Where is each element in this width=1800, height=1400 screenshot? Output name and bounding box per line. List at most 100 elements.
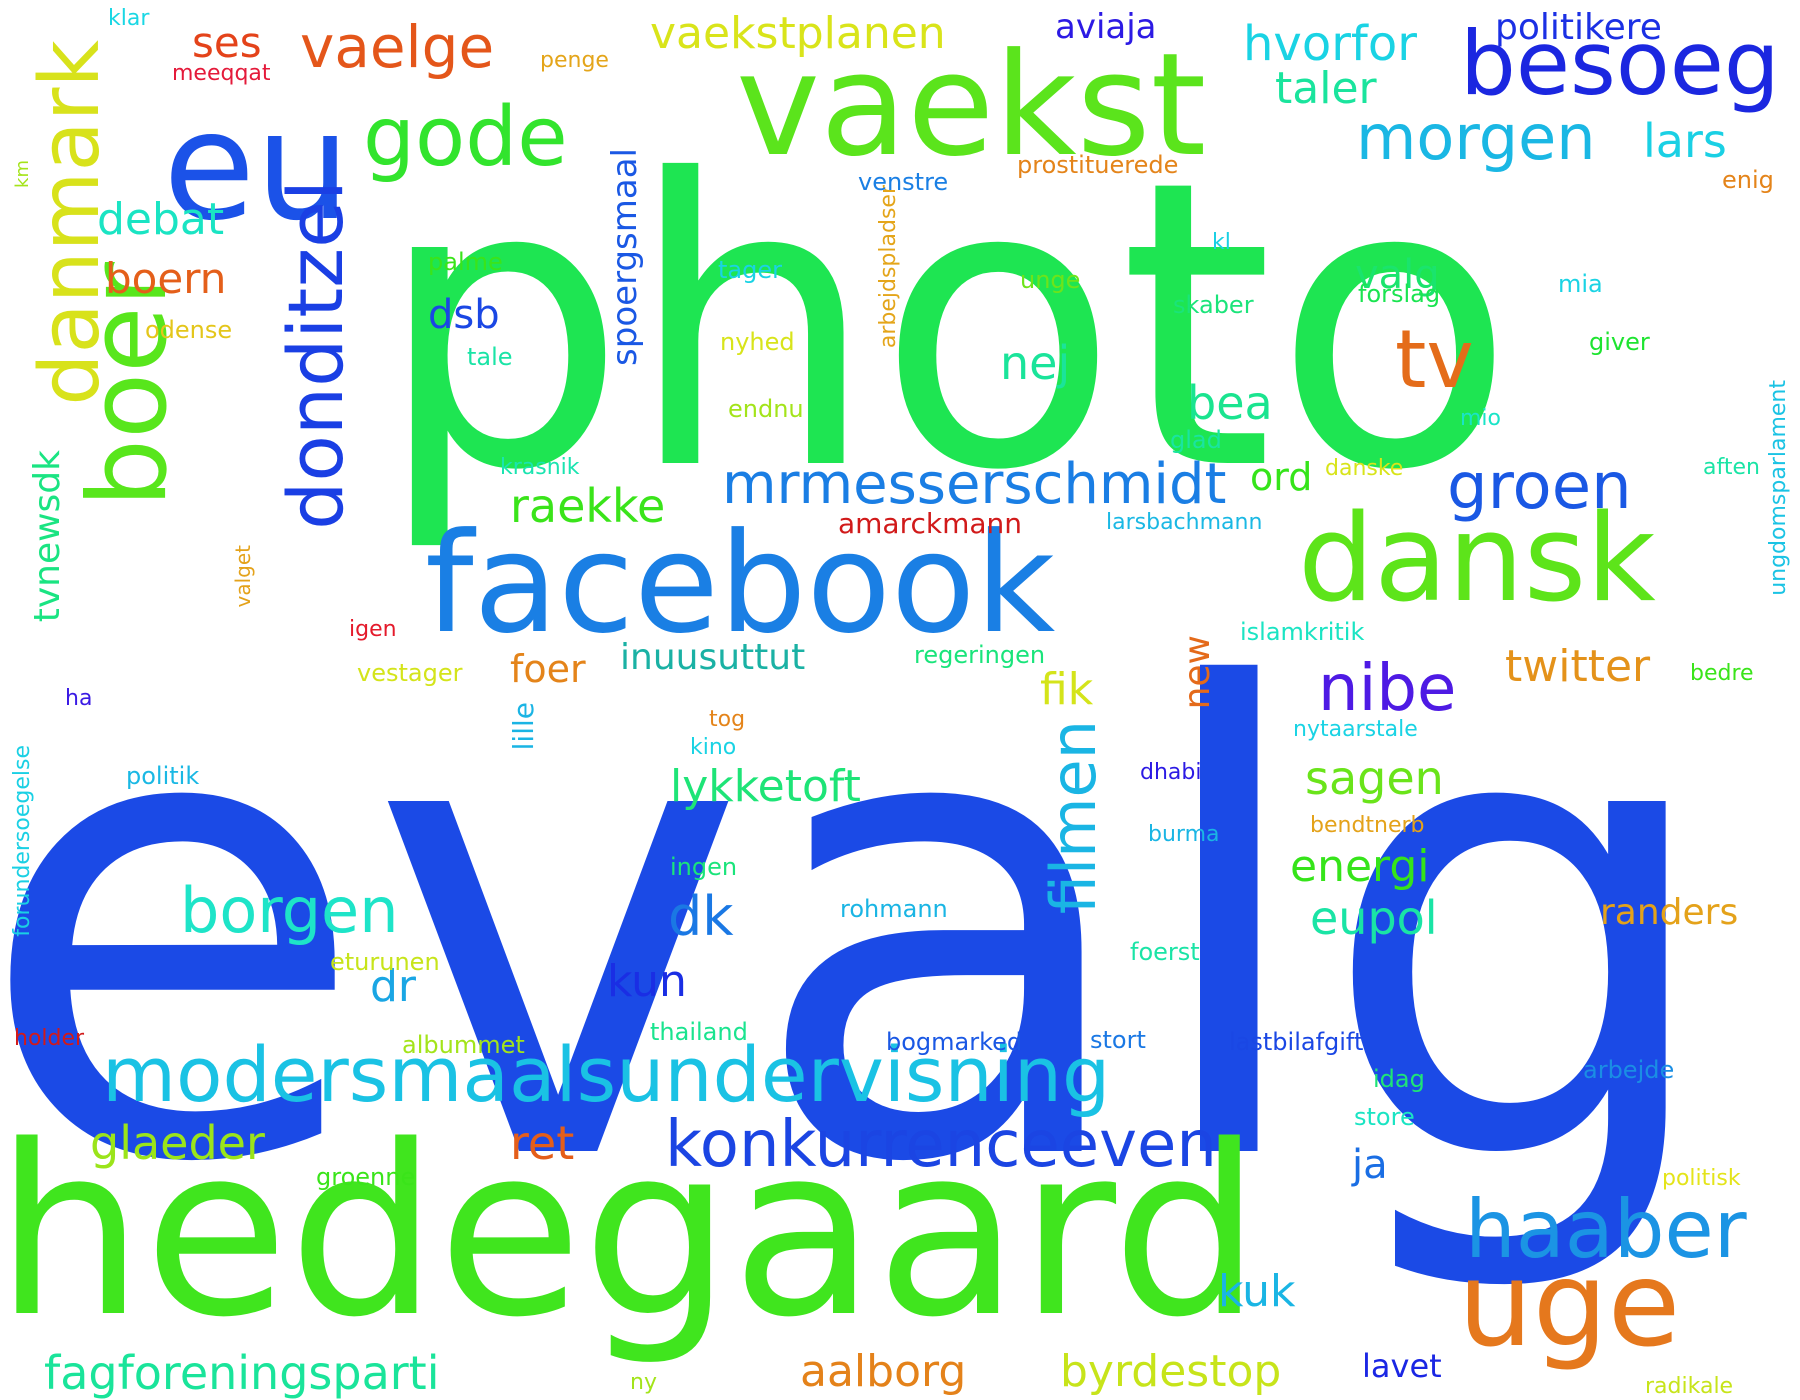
- word-lastbilafgift: lastbilafgift: [1229, 1028, 1364, 1056]
- word-boern: boern: [105, 254, 227, 303]
- word-vaekst: vaekst: [736, 23, 1207, 188]
- word-thailand: thailand: [650, 1018, 748, 1046]
- word-modersmaalsundervisning: modersmaalsundervisning: [102, 1030, 1111, 1119]
- word-amarckmann: amarckmann: [838, 507, 1023, 540]
- word-mio: mio: [1460, 406, 1502, 431]
- word-mrmesserschmidt: mrmesserschmidt: [722, 452, 1227, 517]
- word-aften: aften: [1703, 455, 1760, 480]
- word-facebook: facebook: [425, 503, 1056, 664]
- word-tv: tv: [1395, 313, 1474, 406]
- word-politisk: politisk: [1662, 1166, 1741, 1191]
- word-ha: ha: [65, 686, 93, 711]
- word-tale: tale: [467, 343, 513, 371]
- word-enig: enig: [1722, 166, 1774, 194]
- word-valg: valg: [1355, 252, 1440, 298]
- word-lars: lars: [1643, 114, 1727, 168]
- word-dk: dk: [668, 885, 734, 948]
- word-kino: kino: [690, 735, 737, 760]
- word-bea: bea: [1187, 376, 1273, 430]
- word-borgen: borgen: [180, 874, 399, 947]
- word-politikere: politikere: [1495, 7, 1662, 48]
- word-bedre: bedre: [1690, 661, 1754, 686]
- word-politik: politik: [126, 762, 200, 790]
- word-endnu: endnu: [728, 395, 804, 423]
- word-prostituerede: prostituerede: [1017, 151, 1179, 179]
- word-albummet: albummet: [402, 1031, 525, 1059]
- word-vaekstplanen: vaekstplanen: [650, 8, 946, 59]
- word-konkurrenceeven: konkurrenceeven: [665, 1108, 1217, 1182]
- word-twitter: twitter: [1505, 641, 1651, 692]
- word-aviaja: aviaja: [1055, 7, 1157, 47]
- word-filmen: filmen: [1037, 720, 1110, 915]
- word-palme: palme: [428, 248, 503, 276]
- word-valget: valget: [231, 545, 255, 608]
- word-besoeg: besoeg: [1460, 12, 1780, 115]
- word-dhabi: dhabi: [1140, 760, 1202, 785]
- word-sagen: sagen: [1305, 751, 1444, 805]
- word-foerst: foerst: [1130, 938, 1200, 966]
- word-ny: ny: [630, 1370, 657, 1395]
- word-forslag: forslag: [1358, 280, 1441, 308]
- word-stort: stort: [1090, 1026, 1146, 1054]
- word-hvorfor: hvorfor: [1243, 16, 1417, 72]
- word-lykketoft: lykketoft: [670, 761, 861, 812]
- word-skaber: skaber: [1173, 291, 1254, 319]
- word-radikale: radikale: [1645, 1374, 1734, 1399]
- word-taler: taler: [1275, 63, 1377, 114]
- word-fagforeningsparti: fagforeningsparti: [44, 1346, 440, 1400]
- word-evalg: evalg: [0, 557, 1724, 1302]
- word-kl: kl: [1212, 230, 1231, 255]
- word-groenne: groenne: [316, 1163, 416, 1191]
- word-danske: danske: [1325, 456, 1404, 481]
- word-donditzel: donditzel: [271, 180, 360, 530]
- word-ord: ord: [1250, 455, 1313, 499]
- word-islamkritik: islamkritik: [1240, 618, 1365, 646]
- word-nibe: nibe: [1318, 652, 1457, 726]
- word-giver: giver: [1589, 328, 1650, 356]
- word-meeqqat: meeqqat: [172, 61, 271, 86]
- word-dansk: dansk: [1298, 490, 1656, 629]
- word-dsb: dsb: [428, 292, 500, 338]
- word-odense: odense: [145, 316, 233, 344]
- word-vestager: vestager: [357, 659, 463, 687]
- word-bogmarked: bogmarked: [886, 1028, 1023, 1056]
- word-photo: photo: [376, 97, 1516, 557]
- word-arbejde: arbejde: [1583, 1056, 1675, 1084]
- word-nytaarstale: nytaarstale: [1293, 717, 1418, 742]
- word-klar: klar: [108, 6, 150, 31]
- word-eturunen: eturunen: [330, 948, 440, 976]
- word-energi: energi: [1290, 841, 1430, 892]
- word-holder: holder: [14, 1026, 85, 1051]
- word-mia: mia: [1558, 270, 1603, 298]
- word-randers: randers: [1600, 892, 1739, 933]
- word-gode: gode: [363, 90, 568, 185]
- word-larsbachmann: larsbachmann: [1106, 510, 1263, 535]
- word-fik: fik: [1040, 664, 1094, 715]
- word-groen: groen: [1447, 450, 1632, 524]
- word-ret: ret: [510, 1116, 575, 1170]
- word-km: km: [12, 160, 33, 188]
- word-morgen: morgen: [1356, 101, 1596, 174]
- word-kuk: kuk: [1218, 1266, 1296, 1317]
- word-ingen: ingen: [670, 853, 738, 881]
- word-idag: idag: [1373, 1065, 1425, 1093]
- word-dr: dr: [370, 961, 417, 1012]
- word-store: store: [1354, 1103, 1415, 1131]
- word-ungdomsparlament: ungdomsparlament: [1766, 380, 1791, 596]
- word-byrdestop: byrdestop: [1060, 1346, 1282, 1397]
- word-foer: foer: [510, 647, 586, 691]
- word-hedegaard: hedegaard: [0, 1096, 1262, 1369]
- word-burma: burma: [1148, 822, 1220, 847]
- word-eu: eu: [163, 80, 351, 254]
- word-spoergsmaal: spoergsmaal: [605, 148, 645, 366]
- word-uge: uge: [1458, 1235, 1681, 1373]
- word-ja: ja: [1352, 1142, 1388, 1188]
- word-regeringen: regeringen: [914, 641, 1046, 669]
- word-kun: kun: [607, 956, 687, 1007]
- word-vaelge: vaelge: [300, 13, 495, 81]
- word-krasnik: krasnik: [500, 455, 580, 480]
- word-tog: tog: [709, 707, 746, 732]
- word-igen: igen: [349, 617, 397, 642]
- word-glad: glad: [1170, 426, 1222, 454]
